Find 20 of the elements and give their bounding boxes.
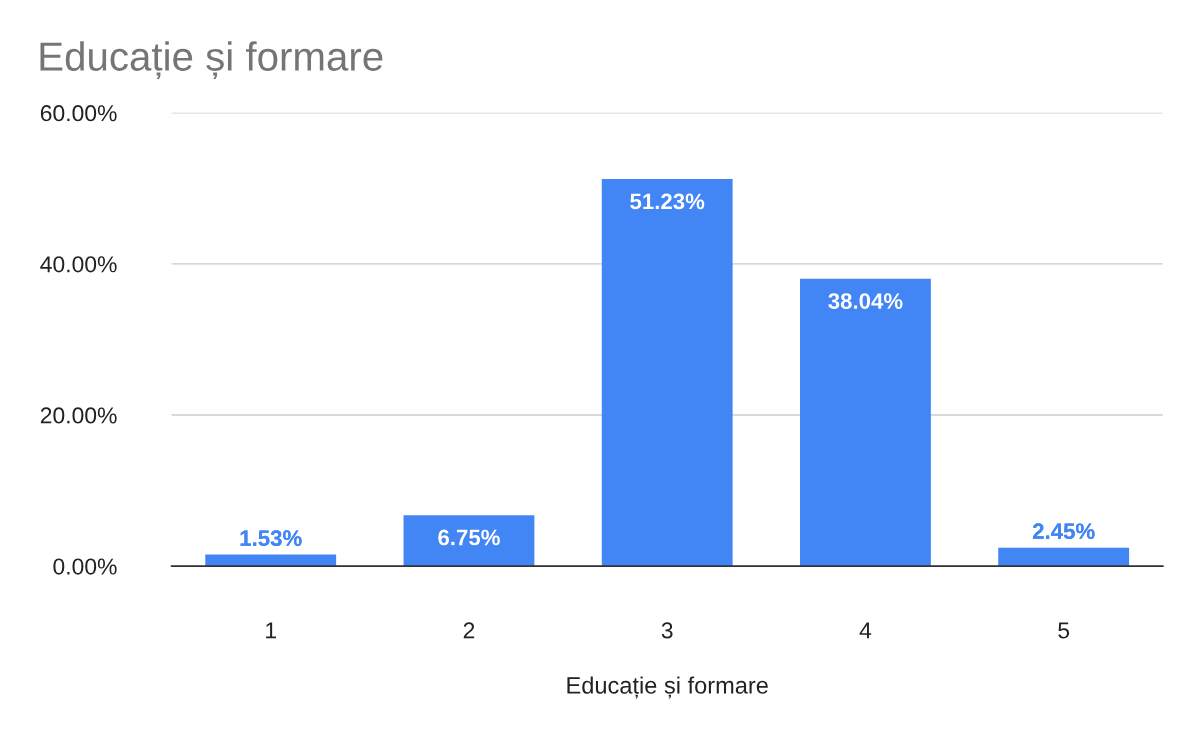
x-tick-label: 5	[1058, 622, 1070, 639]
y-tick-label: 20.00%	[40, 407, 117, 424]
x-axis-title: Educație și formare	[567, 676, 768, 699]
data-label: 2.45%	[1032, 523, 1095, 540]
chart-title: Educație și formare	[40, 41, 383, 80]
bar	[403, 515, 535, 567]
x-tick-label: 4	[859, 622, 872, 639]
y-tick-label: 0.00%	[53, 558, 117, 575]
bar	[800, 278, 931, 567]
x-tick-label: 3	[661, 622, 673, 639]
y-tick-label: 40.00%	[40, 256, 117, 273]
x-tick-label: 2	[463, 622, 475, 639]
data-label: 38.04%	[828, 293, 903, 309]
data-label: 51.23%	[630, 193, 705, 210]
data-label: 6.75%	[438, 529, 500, 546]
x-tick-label: 1	[266, 622, 276, 639]
bar	[601, 179, 733, 567]
y-tick-label: 60.00%	[40, 105, 117, 122]
data-label: 1.53%	[240, 530, 302, 547]
bar	[998, 547, 1130, 567]
